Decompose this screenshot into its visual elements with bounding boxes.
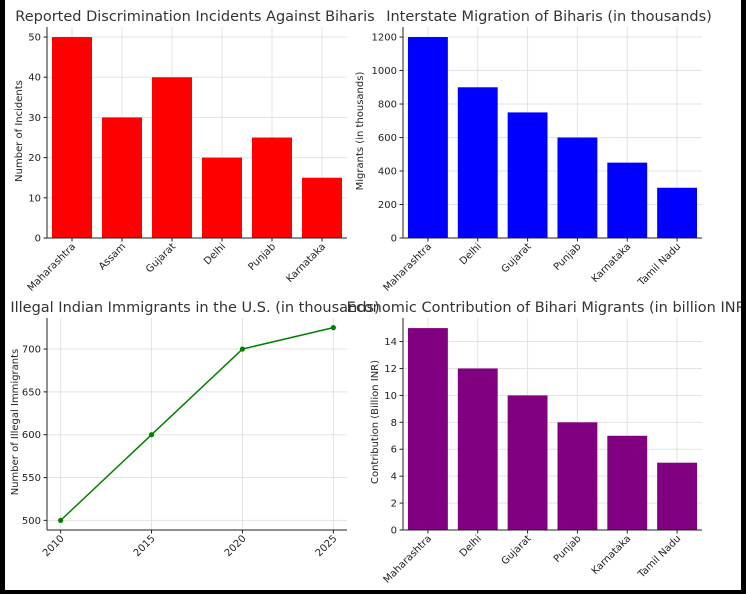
series-line: [60, 326, 334, 521]
y-tick-label: 500: [22, 516, 41, 527]
y-tick-label: 800: [378, 100, 397, 111]
bar-delhi: [457, 87, 498, 239]
bar-maharashtra: [407, 37, 448, 238]
economic-contribution-chart: Economic Contribution of Bihari Migrants…: [347, 300, 746, 586]
y-tick-label: 400: [378, 167, 397, 178]
x-tick-label: Gujarat: [144, 241, 178, 275]
x-tick-label: Karnataka: [590, 241, 634, 285]
x-tick-label: 2020: [223, 533, 249, 559]
y-tick-label: 20: [28, 153, 41, 164]
y-tick-label: 50: [28, 33, 41, 44]
y-tick-label: 2: [391, 499, 397, 510]
x-tick-label: Assam: [97, 241, 128, 272]
y-tick-label: 4: [391, 472, 397, 483]
y-tick-label: 30: [28, 113, 41, 124]
chart-title: Interstate Migration of Biharis (in thou…: [386, 9, 712, 25]
y-tick-label: 0: [391, 234, 397, 245]
x-tick-label: Delhi: [202, 241, 228, 267]
y-tick-label: 600: [22, 430, 41, 441]
figure-canvas: Reported Discrimination Incidents Agains…: [5, 0, 746, 590]
data-point-2010: [58, 517, 64, 523]
chart-title: Reported Discrimination Incidents Agains…: [15, 9, 374, 25]
x-tick-label: Punjab: [246, 241, 278, 273]
illegal-immigrants-chart: Illegal Indian Immigrants in the U.S. (i…: [10, 300, 380, 559]
y-tick-label: 550: [22, 473, 41, 484]
x-tick-label: Punjab: [552, 533, 584, 565]
bar-gujarat: [507, 395, 548, 530]
y-tick-label: 10: [28, 193, 41, 204]
y-tick-label: 8: [391, 418, 397, 429]
bar-maharashtra: [52, 37, 92, 238]
bar-tamil-nadu: [657, 187, 698, 238]
data-point-2025: [330, 325, 336, 331]
x-tick-label: Tamil Nadu: [636, 533, 684, 581]
x-tick-label: 2015: [132, 533, 158, 559]
bar-delhi: [457, 368, 498, 530]
y-tick-label: 1000: [372, 66, 397, 77]
bar-karnataka: [607, 435, 648, 530]
y-axis-label: Contribution (Billion INR): [370, 360, 381, 484]
bar-karnataka: [607, 162, 648, 238]
y-tick-label: 6: [391, 445, 397, 456]
y-tick-label: 14: [384, 337, 397, 348]
y-axis-label: Number of Illegal Immigrants: [10, 349, 21, 496]
bar-delhi: [202, 157, 242, 238]
bar-punjab: [252, 137, 292, 238]
y-tick-label: 600: [378, 133, 397, 144]
y-tick-label: 650: [22, 387, 41, 398]
interstate-migration-chart: Interstate Migration of Biharis (in thou…: [355, 9, 712, 294]
x-tick-label: Gujarat: [500, 241, 534, 275]
bar-maharashtra: [407, 328, 448, 530]
x-tick-label: Maharashtra: [382, 533, 434, 585]
y-tick-label: 200: [378, 200, 397, 211]
y-axis-label: Migrants (in thousands): [355, 72, 366, 191]
x-tick-label: Tamil Nadu: [636, 241, 684, 289]
x-tick-label: Karnataka: [284, 241, 328, 285]
bar-punjab: [557, 422, 598, 530]
y-tick-label: 12: [384, 364, 397, 375]
y-tick-label: 700: [22, 345, 41, 356]
y-tick-label: 10: [384, 391, 397, 402]
y-tick-label: 40: [28, 73, 41, 84]
chart-figure: Reported Discrimination Incidents Agains…: [10, 9, 746, 586]
x-tick-label: Delhi: [458, 241, 484, 267]
chart-title: Economic Contribution of Bihari Migrants…: [347, 300, 741, 316]
bar-gujarat: [152, 77, 192, 238]
x-tick-label: Maharashtra: [26, 241, 78, 293]
bar-punjab: [557, 137, 598, 238]
y-tick-label: 0: [391, 526, 397, 537]
bar-assam: [102, 117, 142, 238]
data-point-2020: [239, 346, 246, 352]
bar-tamil-nadu: [657, 462, 698, 530]
chart-title: Illegal Indian Immigrants in the U.S. (i…: [10, 300, 379, 316]
y-tick-label: 0: [35, 234, 41, 245]
x-tick-label: 2025: [314, 533, 340, 559]
y-tick-label: 1200: [372, 33, 397, 44]
x-tick-label: Punjab: [552, 241, 584, 273]
x-tick-label: Gujarat: [500, 533, 534, 567]
bar-gujarat: [507, 112, 548, 238]
data-point-2015: [148, 432, 155, 438]
x-tick-label: Maharashtra: [382, 241, 434, 293]
bar-karnataka: [302, 177, 342, 238]
x-tick-label: Karnataka: [590, 533, 634, 577]
discrimination-incidents-chart: Reported Discrimination Incidents Agains…: [14, 9, 375, 294]
y-axis-label: Number of Incidents: [14, 80, 25, 182]
x-tick-label: Delhi: [458, 533, 484, 559]
x-tick-label: 2010: [41, 533, 67, 559]
